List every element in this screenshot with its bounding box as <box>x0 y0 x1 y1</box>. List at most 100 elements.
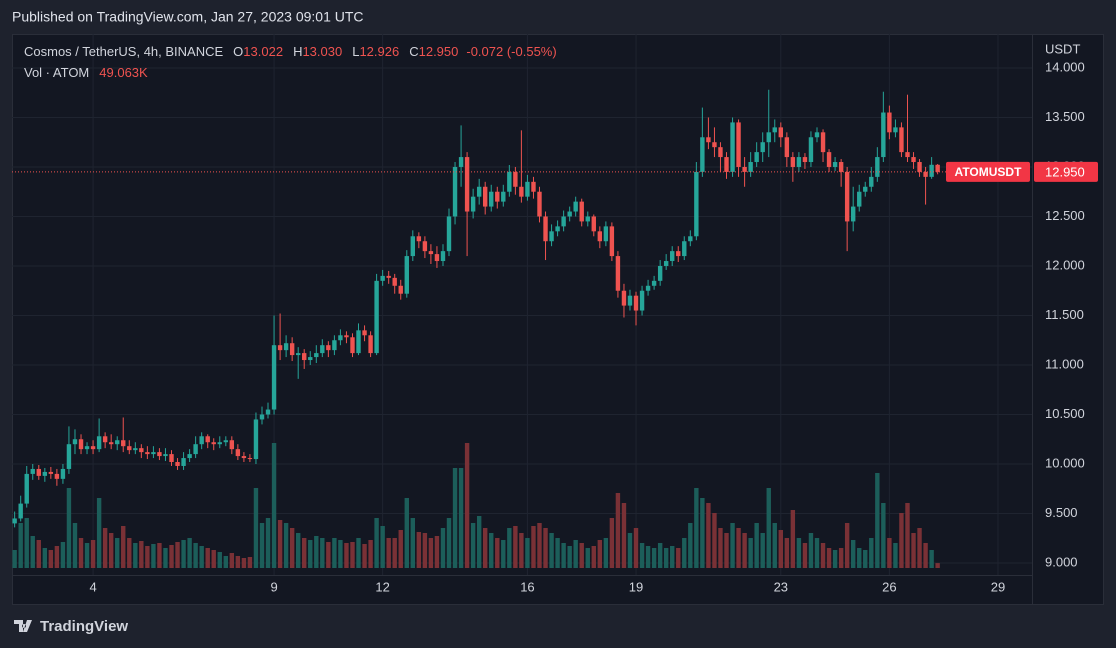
volume-bar <box>832 550 838 568</box>
volume-bar <box>217 552 222 568</box>
y-tick-label: 12.000 <box>1045 257 1085 272</box>
candle-body <box>935 164 940 172</box>
candle-body <box>489 191 494 207</box>
candle-body <box>869 176 874 187</box>
volume-bar <box>826 548 832 568</box>
candle-body <box>814 132 820 138</box>
volume-bar <box>748 538 753 568</box>
volume-bar <box>241 558 247 568</box>
candle-body <box>597 231 603 242</box>
volume-bar <box>627 533 633 568</box>
candle-body <box>513 171 518 187</box>
candle-body <box>259 414 265 420</box>
candle-body <box>567 211 572 217</box>
volume-bar <box>422 533 428 568</box>
volume-bar <box>121 526 126 568</box>
volume-bar <box>742 533 747 568</box>
volume-bar <box>573 540 578 568</box>
volume-bar <box>663 548 669 568</box>
candle-body <box>651 280 657 286</box>
volume-bar <box>145 546 150 568</box>
candle-body <box>66 444 72 469</box>
volume-bar <box>790 510 796 568</box>
candle-body <box>887 112 892 133</box>
candle-body <box>380 275 385 281</box>
candle-body <box>121 440 126 447</box>
candle-body <box>688 236 693 242</box>
volume-bar <box>597 540 603 568</box>
candle-body <box>863 186 868 192</box>
volume-bar <box>374 518 379 568</box>
x-tick-label: 4 <box>89 579 96 594</box>
volume-bar <box>42 548 48 568</box>
volume-bar <box>356 538 361 568</box>
candle-body <box>211 442 216 445</box>
candle-body <box>96 436 102 450</box>
candle-body <box>772 127 777 133</box>
candle-body <box>826 152 832 167</box>
volume-bar <box>923 543 928 568</box>
volume-bar <box>682 538 687 568</box>
volume-bar <box>694 488 699 568</box>
volume-bar <box>645 546 651 568</box>
candle-body <box>199 436 204 445</box>
volume-legend: Vol · ATOM 49.063K <box>24 65 148 80</box>
candle-body <box>525 181 530 197</box>
candle-body <box>736 122 741 167</box>
x-tick-label: 29 <box>991 579 1005 594</box>
volume-bar <box>929 550 934 568</box>
volume-bar <box>875 473 880 568</box>
last-price-label: 12.950 <box>1045 164 1085 179</box>
candle-body <box>476 186 482 197</box>
candle-body <box>857 191 862 207</box>
volume-bar <box>482 528 488 568</box>
candle-body <box>573 201 578 212</box>
candle-body <box>302 353 307 361</box>
y-axis-label: USDT <box>1045 41 1080 56</box>
candle-body <box>145 452 150 455</box>
candle-body <box>446 216 452 252</box>
volume-bar <box>398 530 403 568</box>
volume-bar <box>283 523 289 568</box>
candle-body <box>881 112 886 158</box>
candle-body <box>205 436 210 443</box>
candle-body <box>434 254 440 262</box>
volume-bar <box>651 548 657 568</box>
volume-bar <box>814 538 820 568</box>
candle-body <box>42 471 48 476</box>
candle-body <box>163 454 168 457</box>
volume-bar <box>772 523 777 568</box>
volume-bar <box>247 557 253 568</box>
volume-bar <box>561 543 566 568</box>
candle-body <box>838 162 844 172</box>
volume-bar <box>657 543 663 568</box>
candle-body <box>905 152 910 158</box>
volume-bar <box>72 523 78 568</box>
volume-bar <box>157 543 162 568</box>
volume-bar <box>36 540 41 568</box>
volume-name: Vol · ATOM <box>24 65 89 80</box>
volume-bar <box>712 513 717 568</box>
volume-bar <box>796 538 802 568</box>
y-tick-label: 11.000 <box>1045 356 1084 371</box>
candle-body <box>549 231 554 242</box>
candle-body <box>422 241 428 252</box>
candle-body <box>169 454 174 463</box>
volume-bar <box>368 540 373 568</box>
candle-body <box>633 295 639 311</box>
volume-bar <box>820 543 826 568</box>
volume-bar <box>296 533 301 568</box>
candle-body <box>416 236 422 242</box>
volume-bar <box>187 538 192 568</box>
volume-bar <box>760 533 765 568</box>
volume-bar <box>392 538 397 568</box>
volume-bar <box>163 548 168 568</box>
volume-bar <box>30 536 35 568</box>
volume-bar <box>935 563 940 568</box>
volume-bar <box>428 538 434 568</box>
candle-body <box>537 191 542 217</box>
y-tick-label: 13.500 <box>1045 109 1085 124</box>
candle-body <box>706 137 711 143</box>
candle-body <box>60 468 66 479</box>
